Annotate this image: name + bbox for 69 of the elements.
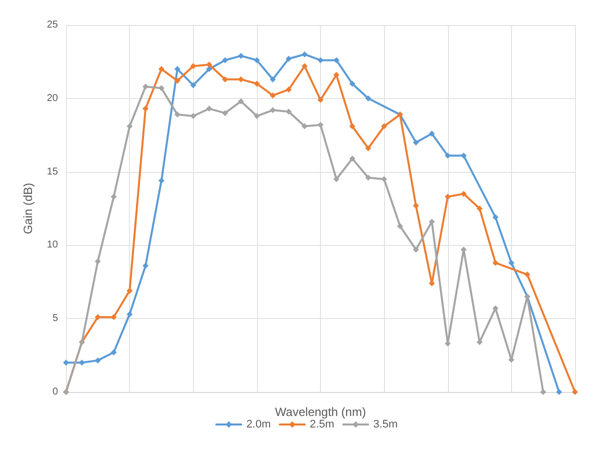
point (254, 80, 260, 87)
point (428, 130, 435, 137)
point (397, 223, 404, 230)
point (94, 357, 101, 364)
y-tick-label: 25 (46, 20, 58, 30)
point (174, 112, 180, 118)
point (492, 305, 498, 312)
legend-label: 3.5m (373, 418, 398, 430)
point (302, 51, 308, 58)
point (318, 96, 324, 103)
point (190, 82, 196, 88)
point (270, 76, 276, 82)
point (206, 66, 212, 72)
point (254, 113, 260, 120)
point (158, 66, 164, 72)
point (126, 123, 133, 130)
y-tick-label: 10 (46, 240, 58, 251)
point (94, 258, 101, 264)
point (476, 206, 483, 212)
point (206, 62, 212, 68)
point (206, 106, 212, 112)
point (110, 349, 117, 356)
point (333, 176, 340, 182)
point (302, 63, 308, 70)
y-tick-label: 5 (52, 313, 58, 324)
point (333, 72, 340, 78)
y-tick-label: 15 (46, 166, 58, 178)
point (460, 190, 467, 197)
point (158, 178, 164, 184)
point (381, 123, 388, 130)
legend-label: 2.0m (246, 418, 271, 430)
point (349, 156, 356, 162)
point (238, 98, 244, 104)
point (365, 95, 372, 102)
point (286, 108, 292, 115)
point (270, 92, 276, 98)
point (412, 139, 419, 146)
point (190, 63, 196, 70)
point (222, 110, 228, 116)
point (492, 214, 498, 220)
point (63, 360, 69, 366)
point (540, 389, 546, 395)
point (286, 86, 292, 93)
point (238, 52, 244, 59)
point (318, 57, 324, 64)
point (318, 122, 324, 128)
point (254, 57, 260, 64)
point (142, 262, 149, 269)
point (222, 57, 228, 64)
point (572, 389, 578, 395)
y-tick-label: 20 (46, 92, 58, 104)
point (524, 272, 530, 278)
y-axis-title: Gain (dB) (21, 182, 35, 234)
x-axis-title: Wavelength (nm) (275, 405, 366, 419)
point (174, 78, 180, 84)
point (508, 260, 514, 266)
y-tick-label: 0 (52, 386, 58, 398)
point (110, 194, 117, 200)
point (492, 260, 498, 266)
point (286, 56, 292, 62)
point (349, 80, 356, 87)
point (412, 246, 419, 253)
point (412, 202, 419, 209)
point (349, 123, 356, 130)
point (444, 194, 451, 200)
point (365, 145, 372, 152)
point (556, 389, 562, 395)
legend-label: 2.5m (310, 418, 334, 430)
point (126, 311, 133, 318)
